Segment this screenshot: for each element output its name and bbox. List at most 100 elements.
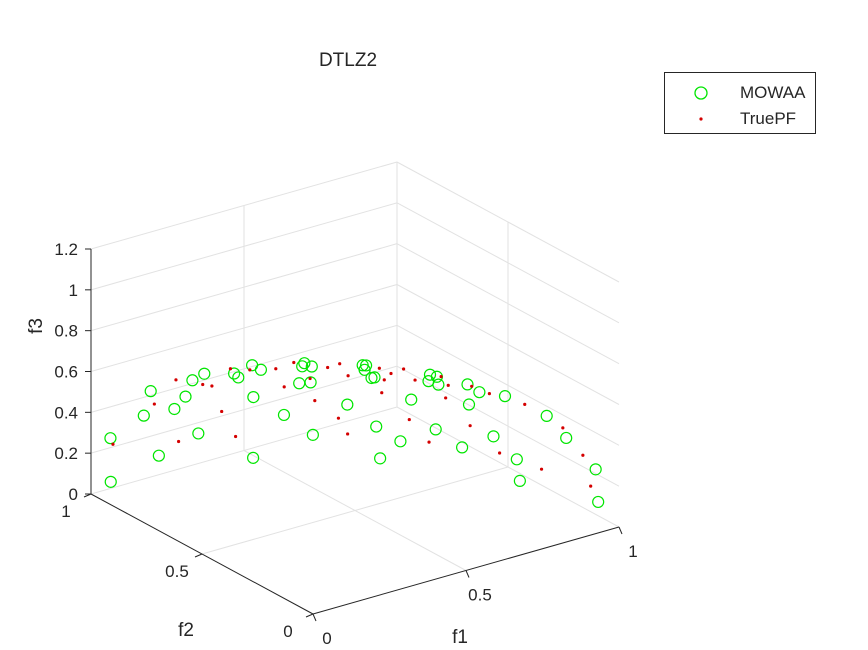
z-tick-label: 0.6 — [54, 363, 78, 382]
mowaa-point — [560, 431, 573, 445]
z-axis-label: f3 — [26, 318, 47, 334]
truepf-point — [468, 424, 472, 428]
mowaa-point — [198, 367, 211, 380]
y-tick-mark — [305, 613, 314, 618]
wall-gridline-z-left — [90, 284, 398, 372]
open-circle-marker-icon — [694, 86, 708, 100]
truepf-point — [402, 367, 406, 371]
truepf-point — [346, 374, 350, 378]
truepf-point — [413, 378, 417, 382]
y-tick-label: 0.5 — [165, 562, 189, 581]
truepf-point — [313, 399, 317, 403]
mowaa-point — [306, 428, 319, 441]
mowaa-point — [341, 398, 354, 411]
mowaa-point — [461, 378, 474, 391]
legend-label-mowaa: MOWAA — [740, 83, 806, 102]
truepf-point — [389, 371, 393, 376]
truepf-point — [174, 378, 178, 382]
truepf-point — [539, 467, 544, 471]
wall-gridline-z-right — [396, 365, 620, 487]
wall-gridline-z-right — [396, 284, 620, 405]
legend-item-truepf: TruePF — [665, 107, 815, 131]
mowaa-point — [498, 390, 512, 403]
truepf-point — [210, 384, 214, 388]
mowaa-point — [589, 463, 602, 476]
mowaa-point — [456, 441, 469, 454]
mowaa-point — [228, 367, 241, 380]
truepf-point — [523, 402, 527, 406]
mowaa-point — [293, 377, 306, 390]
x-tick-label: 1 — [628, 542, 637, 561]
truepf-point — [439, 375, 443, 379]
truepf-point — [292, 360, 296, 365]
x-tick-mark — [618, 526, 623, 535]
truepf-point — [234, 434, 238, 439]
truepf-point — [152, 402, 156, 406]
grid-lines — [90, 161, 620, 571]
truepf-point — [589, 484, 593, 488]
mowaa-point — [152, 449, 165, 462]
mowaa-point — [423, 368, 437, 381]
mowaa-point — [429, 423, 442, 436]
mowaa-point — [510, 453, 523, 466]
mowaa-point — [247, 451, 260, 464]
mowaa-point — [104, 432, 117, 445]
z-tick-label: 1 — [69, 281, 78, 300]
truepf-point — [446, 383, 450, 387]
mowaa-point — [370, 420, 383, 433]
truepf-point — [427, 440, 431, 444]
truepf-point — [346, 432, 350, 436]
mowaa-point — [540, 409, 553, 422]
mowaa-point — [304, 376, 317, 389]
mowaa-point — [144, 385, 157, 398]
truepf-point — [377, 366, 381, 370]
wall-gridline-z-left — [90, 202, 398, 291]
mowaa-point — [137, 409, 150, 422]
data-points — [104, 357, 605, 509]
x-tick-label: 0.5 — [468, 586, 492, 605]
floor-gridline-y — [201, 466, 509, 555]
mowaa-point — [186, 374, 199, 387]
wall-gridline-z-right — [396, 243, 620, 365]
mowaa-point — [179, 390, 192, 403]
mowaa-point — [394, 435, 407, 448]
truepf-point — [308, 376, 312, 381]
truepf-point — [336, 416, 341, 420]
truepf-point — [498, 451, 502, 455]
truepf-point — [407, 417, 411, 422]
mowaa-point — [232, 371, 245, 384]
truepf-point — [248, 368, 252, 372]
mowaa-point — [405, 393, 418, 406]
mowaa-point — [296, 360, 309, 373]
mowaa-point — [487, 430, 500, 443]
z-tick-label: 0.4 — [54, 403, 78, 422]
truepf-point — [470, 384, 474, 388]
mowaa-point — [592, 495, 605, 509]
truepf-point — [444, 396, 448, 400]
mowaa-point — [277, 408, 291, 422]
wall-gridline-z-left — [90, 324, 398, 413]
y-tick-mark — [194, 553, 203, 558]
truepf-point — [380, 391, 384, 395]
truepf-point — [326, 365, 330, 370]
z-tick-label: 0.2 — [54, 444, 78, 463]
mowaa-point — [513, 474, 526, 487]
wall-gridline-z-right — [396, 202, 620, 324]
truepf-point — [111, 442, 115, 446]
mowaa-point — [358, 363, 371, 376]
mowaa-point — [192, 427, 205, 440]
mowaa-point — [168, 402, 181, 416]
legend-item-mowaa: MOWAA — [665, 81, 815, 105]
truepf-point — [220, 409, 224, 414]
x-tick-mark — [312, 613, 317, 622]
chart-legend: MOWAA TruePF — [664, 72, 816, 134]
truepf-point — [581, 453, 585, 457]
mowaa-point — [432, 378, 445, 391]
truepf-point — [487, 392, 491, 396]
y-tick-label: 0 — [283, 622, 292, 641]
mowaa-point — [298, 357, 311, 370]
mowaa-point — [305, 360, 318, 373]
truepf-point — [274, 367, 278, 371]
